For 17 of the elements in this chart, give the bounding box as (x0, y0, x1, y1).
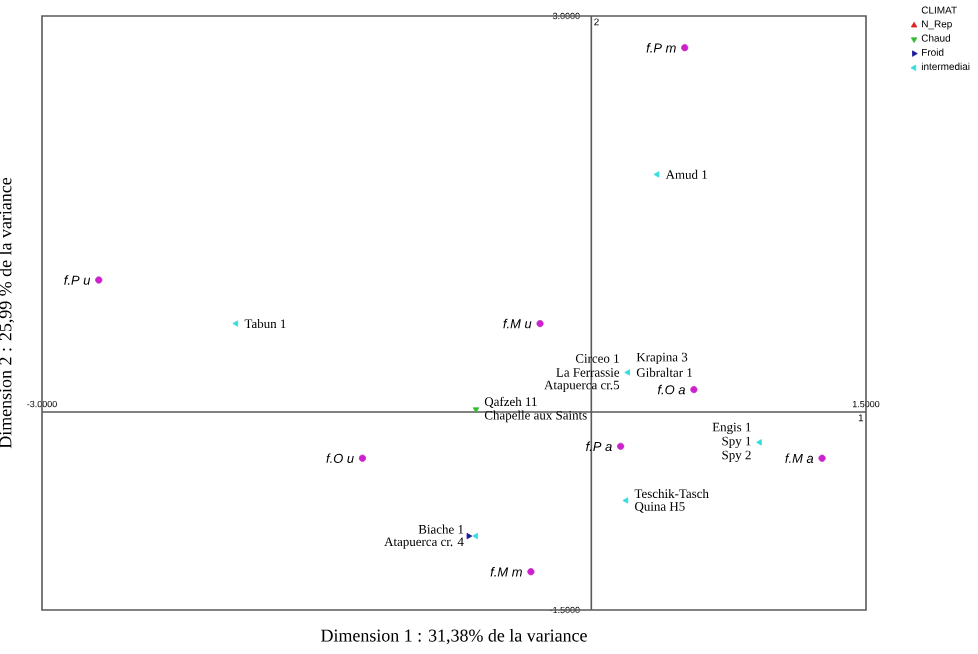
point (95, 276, 103, 284)
point (624, 369, 630, 376)
point (232, 320, 239, 327)
point (622, 497, 629, 504)
point (536, 319, 544, 328)
point (681, 44, 689, 52)
x-axis-title: Dimension 1 : 31,38% de la variance (321, 629, 587, 645)
point (653, 171, 660, 178)
point (472, 407, 480, 413)
point (617, 442, 625, 450)
point (466, 532, 473, 540)
point (527, 568, 535, 576)
point (690, 385, 698, 394)
point (472, 532, 478, 540)
point (818, 454, 826, 462)
point (756, 439, 762, 446)
point (358, 454, 367, 462)
